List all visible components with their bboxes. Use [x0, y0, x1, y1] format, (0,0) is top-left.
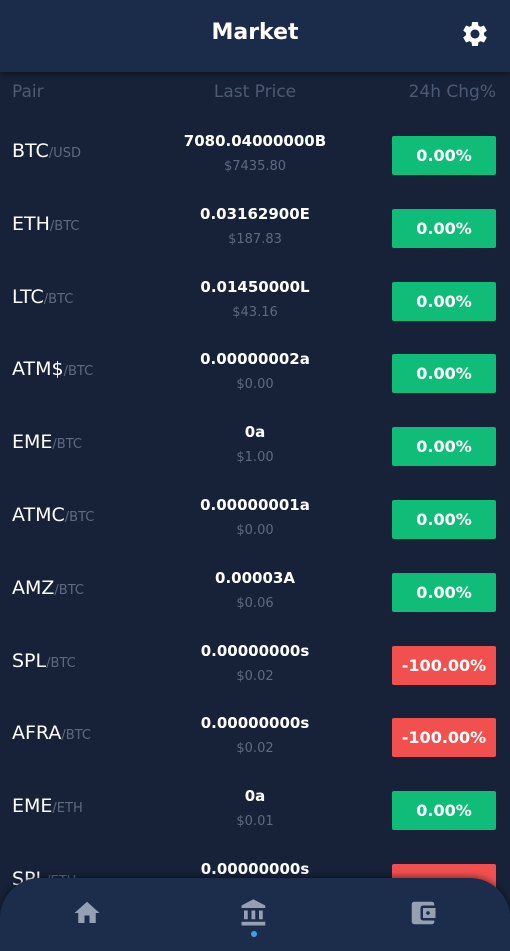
price-cell: 0.00000001a $0.00	[160, 496, 350, 538]
change-badge[interactable]: 0.00%	[392, 281, 496, 321]
usd-price: $0.02	[236, 668, 274, 684]
change-badge[interactable]: 0.00%	[392, 136, 496, 175]
quote-symbol: /BTC	[52, 437, 82, 453]
quote-symbol: /BTC	[63, 364, 94, 380]
usd-price: $0.00	[236, 377, 274, 393]
base-symbol: LTC	[12, 285, 44, 308]
market-row[interactable]: AMZ/BTC 0.00003A $0.06 0.00%	[0, 555, 510, 628]
home-icon[interactable]	[72, 898, 102, 928]
price-cell: 0.03162900E $187.83	[160, 205, 350, 247]
market-row[interactable]: ATMC/BTC 0.00000001a $0.00 0.00%	[0, 482, 510, 555]
last-price: 0.00000001a	[200, 495, 310, 514]
bank-icon[interactable]	[239, 898, 269, 928]
price-cell: 0a $1.00	[160, 423, 350, 465]
active-tab-indicator	[251, 931, 257, 937]
base-symbol: AMZ	[12, 576, 55, 599]
change-badge[interactable]: -100.00%	[392, 645, 496, 685]
pair-label: ATMC/BTC	[12, 504, 94, 526]
pair-column-header: Pair	[12, 82, 44, 102]
market-row[interactable]: EME/ETH 0a $0.01 0.00%	[0, 773, 510, 846]
last-price: 0.00000002a	[200, 350, 310, 369]
quote-symbol: /ETH	[52, 801, 83, 817]
change-badge[interactable]: 0.00%	[392, 791, 496, 831]
market-row[interactable]: SPL/BTC 0.00000000s $0.02 -100.00%	[0, 628, 510, 701]
change-badge[interactable]: 0.00%	[392, 572, 496, 612]
market-row[interactable]: BTC/USD 7080.04000000B $7435.80 0.00%	[0, 118, 510, 191]
change-badge[interactable]: 0.00%	[392, 354, 496, 394]
price-cell: 0.00000002a $0.00	[160, 350, 350, 392]
base-symbol: AFRA	[12, 722, 62, 745]
base-symbol: ATMC	[12, 503, 65, 526]
last-price: 0.03162900E	[200, 204, 310, 223]
gear-icon[interactable]	[460, 19, 490, 49]
pair-label: AMZ/BTC	[12, 577, 84, 599]
pair-label: BTC/USD	[12, 140, 81, 162]
quote-symbol: /BTC	[49, 218, 80, 234]
quote-symbol: /BTC	[54, 582, 84, 598]
quote-symbol: /BTC	[46, 655, 76, 671]
quote-symbol: /USD	[48, 146, 81, 161]
last-price: 0.00000000s	[200, 714, 310, 733]
change-column-header: 24h Chg%	[408, 82, 496, 102]
usd-price: $1.00	[236, 450, 274, 466]
price-cell: 0a $0.01	[160, 787, 350, 829]
usd-price: $0.01	[236, 814, 274, 830]
usd-price: $0.02	[236, 741, 274, 757]
base-symbol: SPL	[12, 649, 47, 672]
last-price: 0.00000000s	[200, 859, 310, 878]
base-symbol: ETH	[12, 212, 50, 235]
change-badge[interactable]: -100.00%	[392, 718, 496, 758]
page-title: Market	[211, 20, 299, 45]
price-cell: 0.00003A $0.06	[160, 569, 350, 611]
price-cell: 0.00000000s	[160, 860, 350, 887]
quote-symbol: /BTC	[43, 291, 74, 307]
base-symbol: ATM$	[12, 358, 64, 381]
column-headers: Pair Last Price 24h Chg%	[0, 82, 510, 108]
base-symbol: EME	[12, 795, 53, 818]
usd-price: $43.16	[232, 304, 278, 320]
market-row[interactable]: ATM$/BTC 0.00000002a $0.00 0.00%	[0, 336, 510, 409]
quote-symbol: /BTC	[64, 509, 95, 525]
last-price: 0.00003A	[215, 568, 295, 587]
base-symbol: BTC	[12, 140, 49, 162]
usd-price: $0.00	[236, 522, 274, 538]
market-row[interactable]: ETH/BTC 0.03162900E $187.83 0.00%	[0, 191, 510, 264]
last-price: 0a	[244, 423, 266, 442]
last-price: 7080.04000000B	[183, 132, 327, 150]
price-cell: 0.00000000s $0.02	[160, 714, 350, 756]
change-badge[interactable]: 0.00%	[392, 499, 496, 539]
pair-label: ATM$/BTC	[12, 358, 93, 380]
pair-label: LTC/BTC	[12, 286, 73, 308]
quote-symbol: /BTC	[61, 728, 91, 744]
price-cell: 7080.04000000B $7435.80	[160, 132, 350, 174]
wallet-icon[interactable]	[408, 898, 438, 928]
market-row[interactable]: AFRA/BTC 0.00000000s $0.02 -100.00%	[0, 700, 510, 773]
last-price: 0.01450000L	[200, 277, 310, 296]
usd-price: $7435.80	[223, 159, 287, 174]
usd-price: $187.83	[228, 231, 282, 247]
price-cell: 0.00000000s $0.02	[160, 642, 350, 684]
market-list: BTC/USD 7080.04000000B $7435.80 0.00% ETH/BT…	[0, 118, 510, 888]
bottom-nav	[0, 878, 510, 951]
change-badge[interactable]: 0.00%	[392, 208, 496, 248]
last-price-column-header: Last Price	[213, 82, 297, 102]
pair-label: EME/ETH	[12, 795, 83, 817]
last-price: 0.00000000s	[200, 641, 310, 660]
change-badge[interactable]: 0.00%	[392, 427, 496, 467]
market-row[interactable]: EME/BTC 0a $1.00 0.00%	[0, 409, 510, 482]
last-price: 0a	[244, 787, 266, 806]
pair-label: SPL/BTC	[12, 650, 76, 672]
pair-label: EME/BTC	[12, 431, 82, 453]
base-symbol: EME	[12, 431, 53, 454]
pair-label: ETH/BTC	[12, 213, 79, 235]
usd-price: $0.06	[236, 595, 274, 611]
market-row[interactable]: LTC/BTC 0.01450000L $43.16 0.00%	[0, 264, 510, 337]
pair-label: AFRA/BTC	[12, 722, 91, 744]
app-header: Market	[0, 0, 510, 72]
price-cell: 0.01450000L $43.16	[160, 278, 350, 320]
